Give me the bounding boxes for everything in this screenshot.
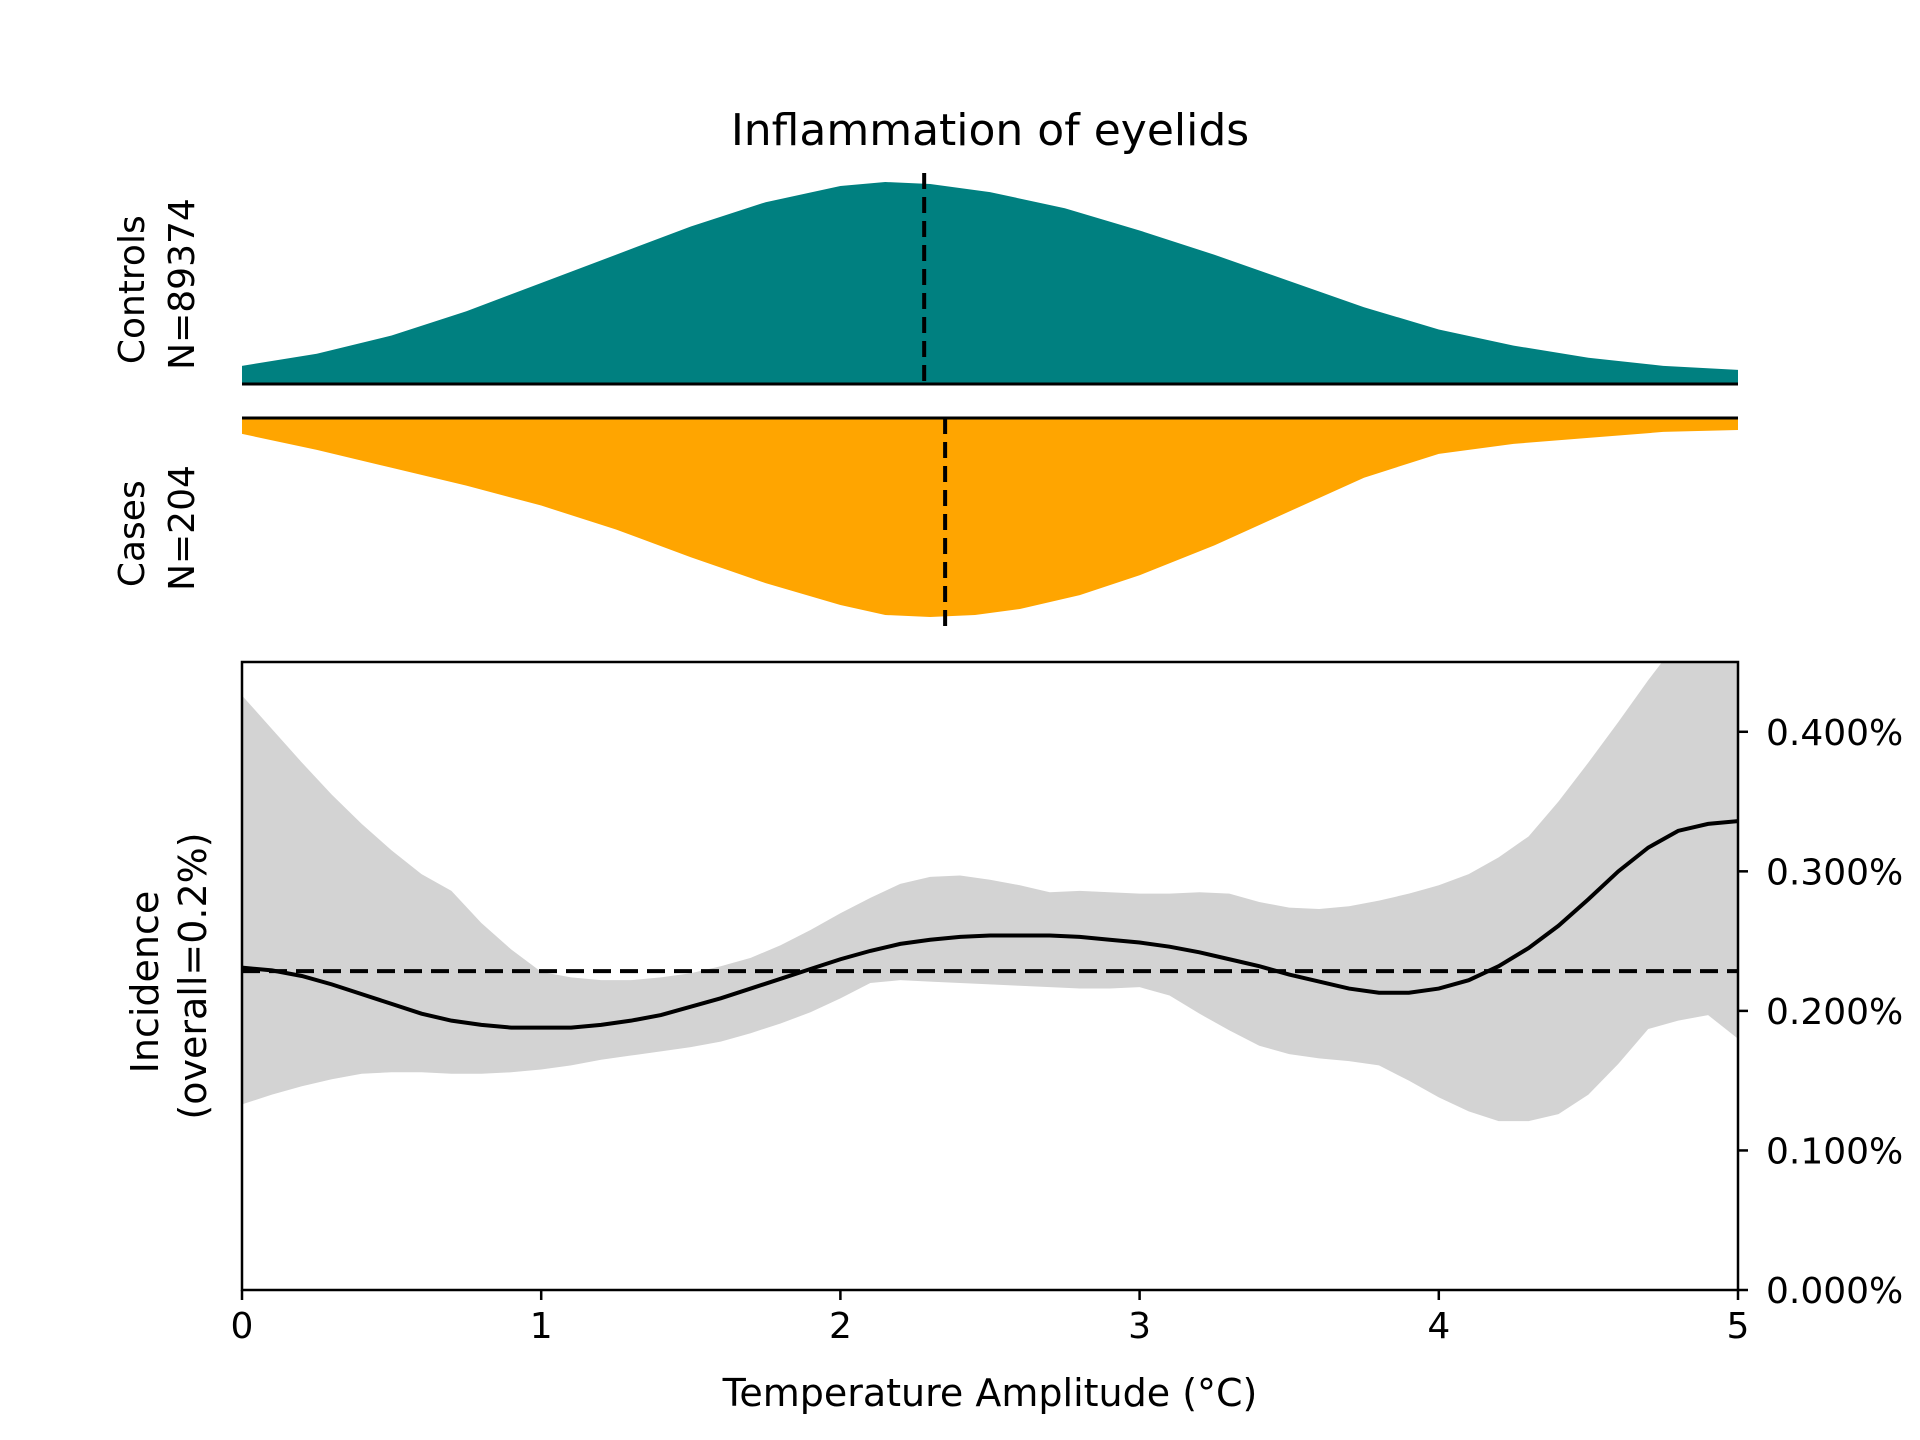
x-axis-label: Temperature Amplitude (°C) (722, 1371, 1258, 1415)
y-tick-label: 0.300% (1766, 852, 1903, 893)
y-axis-right: 0.000% 0.100% 0.200% 0.300% 0.400% (1738, 713, 1903, 1312)
controls-label: Controls N=89374 (112, 198, 203, 370)
cases-density-area (242, 418, 1738, 617)
incidence-ylabel: Incidence (overall=0.2%) (123, 832, 215, 1119)
confidence-band (242, 662, 1738, 1122)
y-tick-label: 0.000% (1766, 1271, 1903, 1312)
incidence-ylabel-line2: (overall=0.2%) (171, 832, 215, 1119)
y-tick-label: 0.400% (1766, 713, 1903, 754)
x-tick-label: 0 (231, 1306, 254, 1347)
controls-panel: Controls N=89374 (112, 173, 1738, 386)
x-tick-label: 4 (1427, 1306, 1450, 1347)
controls-label-line2: N=89374 (162, 198, 203, 370)
controls-density-area (242, 182, 1738, 384)
x-axis: 0 1 2 3 4 5 (231, 1290, 1750, 1347)
x-tick-label: 5 (1727, 1306, 1750, 1347)
x-tick-label: 2 (829, 1306, 852, 1347)
cases-label-line2: N=204 (162, 465, 203, 591)
cases-label: Cases N=204 (112, 465, 203, 591)
incidence-curve (242, 819, 1738, 1030)
cases-label-line1: Cases (112, 480, 153, 587)
incidence-panel: 0 1 2 3 4 5 0.000% 0.100% 0.200% 0.300% 0.400% Te… (123, 660, 1903, 1415)
cases-panel: Cases N=204 (112, 416, 1738, 626)
x-tick-label: 3 (1128, 1306, 1151, 1347)
incidence-axes-frame (240, 660, 1740, 1292)
chart-title: Inflammation of eyelids (731, 105, 1249, 156)
y-tick-label: 0.200% (1766, 992, 1903, 1033)
y-tick-label: 0.100% (1766, 1131, 1903, 1172)
x-tick-label: 1 (530, 1306, 553, 1347)
controls-label-line1: Controls (112, 215, 153, 364)
incidence-ylabel-line1: Incidence (123, 891, 167, 1074)
